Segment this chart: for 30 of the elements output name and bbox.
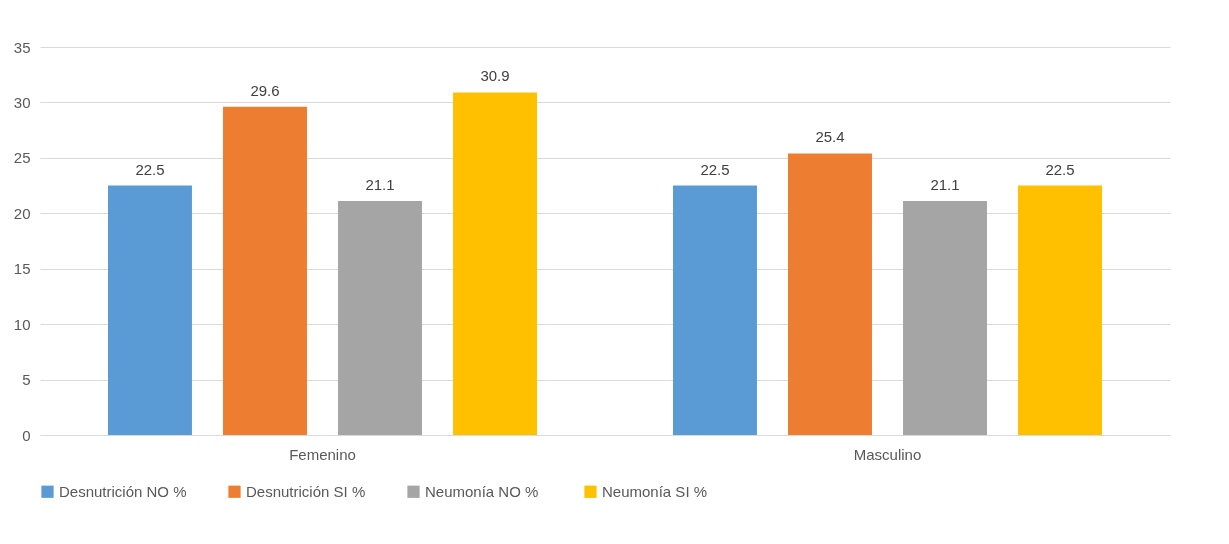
y-tick-label: 20 bbox=[13, 204, 31, 222]
y-tick-label: 5 bbox=[22, 371, 31, 389]
data-label: 22.5 bbox=[700, 160, 730, 178]
data-label: 29.6 bbox=[250, 81, 280, 99]
data-label: 25.4 bbox=[815, 128, 845, 146]
y-tick-label: 35 bbox=[13, 38, 31, 56]
legend-label: Neumonía NO % bbox=[425, 482, 539, 500]
legend-label: Neumonía SI % bbox=[602, 482, 708, 500]
y-tick-label: 15 bbox=[13, 260, 31, 278]
bar bbox=[673, 185, 757, 435]
x-tick-label: Femenino bbox=[289, 445, 356, 463]
data-label: 21.1 bbox=[365, 176, 395, 194]
y-tick-label: 30 bbox=[13, 93, 31, 111]
legend-label: Desnutrición NO % bbox=[59, 482, 187, 500]
bar bbox=[108, 185, 192, 435]
data-label: 30.9 bbox=[480, 67, 510, 85]
data-label: 22.5 bbox=[1045, 160, 1075, 178]
x-tick-label: Masculino bbox=[853, 445, 922, 463]
y-tick-label: 0 bbox=[22, 426, 31, 444]
bar bbox=[223, 106, 307, 435]
bar bbox=[788, 153, 872, 435]
y-tick-label: 25 bbox=[13, 149, 31, 167]
bar bbox=[903, 201, 987, 435]
bar bbox=[1018, 185, 1102, 435]
bar bbox=[453, 92, 537, 435]
bar bbox=[338, 201, 422, 435]
legend-label: Desnutrición SI % bbox=[246, 482, 366, 500]
data-label: 21.1 bbox=[930, 176, 960, 194]
data-label: 22.5 bbox=[135, 160, 165, 178]
y-tick-label: 10 bbox=[13, 315, 31, 333]
